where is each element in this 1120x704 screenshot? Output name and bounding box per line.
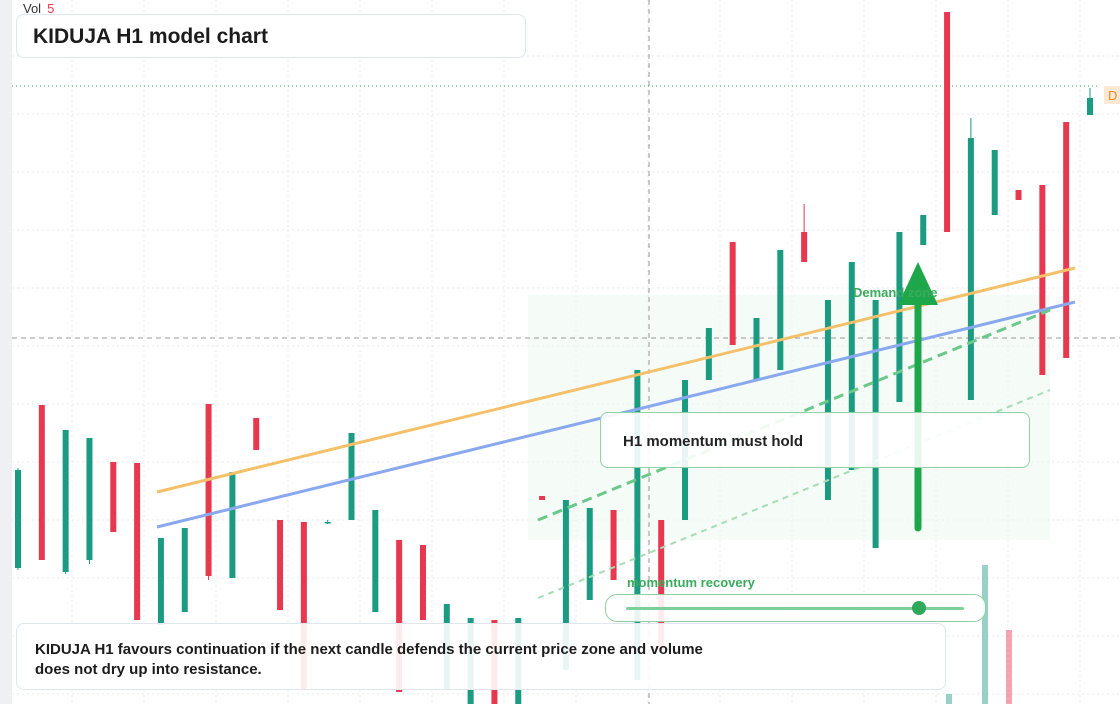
candle-body: [658, 520, 665, 650]
note-box: KIDUJA H1 favours continuation if the ne…: [16, 623, 946, 690]
left-strip: [0, 0, 12, 704]
slider-label: momentum recovery: [627, 575, 755, 590]
candle-body: [396, 540, 403, 692]
candle-body: [419, 545, 426, 620]
candle-body: [1015, 190, 1022, 200]
candle-body: [134, 463, 141, 620]
candle-body: [848, 262, 855, 470]
price-tag: D: [1104, 86, 1120, 104]
title-box: KIDUJA H1 model chart: [16, 14, 526, 58]
arrow-head: [898, 262, 938, 305]
candle-body: [705, 328, 712, 380]
candle-body: [777, 250, 784, 370]
volume-bar: [982, 565, 988, 704]
channel-line: [537, 389, 1051, 599]
candle-body: [277, 520, 284, 610]
volume-bar: [946, 694, 952, 704]
candle-body: [896, 232, 903, 402]
candle-body: [1063, 122, 1070, 358]
candle-body: [300, 522, 307, 690]
note-text: KIDUJA H1 favours continuation if the ne…: [35, 641, 703, 678]
slider-knob[interactable]: [912, 601, 926, 615]
candle-body: [253, 418, 260, 450]
callout-text: H1 momentum must hold: [623, 433, 804, 450]
candle-body: [991, 150, 998, 215]
candle-body: [753, 318, 760, 380]
candle-body: [944, 12, 951, 232]
candle-body: [586, 508, 593, 600]
slider[interactable]: [605, 594, 986, 622]
candle-body: [562, 500, 569, 670]
candle-body: [15, 470, 21, 568]
candle-body: [229, 472, 236, 578]
volume-bar: [1006, 630, 1012, 704]
candle-body: [539, 496, 546, 500]
zone-label: Demand zone: [853, 285, 938, 300]
candle-body: [62, 430, 69, 572]
candle-body: [920, 215, 927, 245]
candle-body: [967, 138, 974, 400]
candle-body: [86, 438, 93, 560]
candle-body: [1087, 98, 1093, 115]
candle-body: [181, 528, 188, 612]
trendline: [156, 266, 1076, 494]
volume-value: 5: [47, 1, 55, 16]
candle-body: [729, 242, 736, 345]
candle-body: [205, 404, 212, 576]
candle-body: [38, 405, 45, 560]
title: KIDUJA H1 model chart: [33, 25, 268, 48]
slider-track: [626, 607, 964, 610]
candle-body: [324, 522, 331, 524]
callout: H1 momentum must hold: [600, 412, 1030, 468]
candle-body: [157, 538, 164, 625]
candle-body: [1039, 185, 1046, 375]
candle-body: [372, 510, 379, 612]
volume-label: Vol 5: [23, 1, 55, 16]
candle-body: [801, 232, 808, 262]
candle-body: [610, 510, 617, 580]
candle-body: [634, 370, 641, 680]
candle-body: [110, 462, 117, 532]
candle-body: [348, 433, 355, 520]
